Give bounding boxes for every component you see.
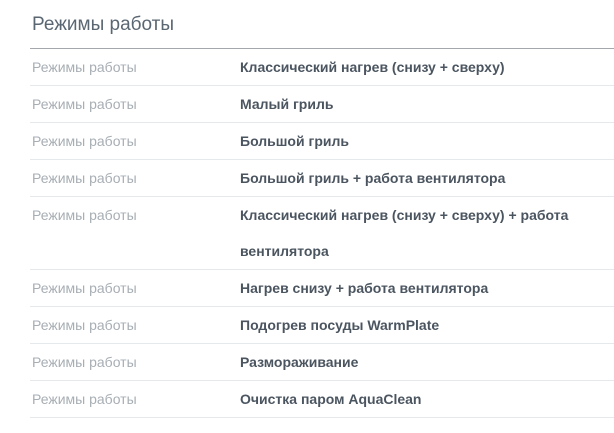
spec-row-label: Режимы работы [32,317,137,333]
spec-row: Режимы работы Большой гриль [30,123,614,160]
spec-row-label: Режимы работы [32,133,137,149]
specs-section-header: Режимы работы [30,0,614,49]
section-title: Режимы работы [32,14,175,35]
spec-row: Режимы работы Подогрев посуды WarmPlate [30,307,614,344]
spec-row-value: Классический нагрев (снизу + сверху) [240,59,505,75]
spec-row-label: Режимы работы [32,354,137,370]
spec-row-label: Режимы работы [32,280,137,296]
spec-row-value: Подогрев посуды WarmPlate [240,317,440,333]
specs-section: Режимы работы Режимы работы Классический… [30,0,614,418]
spec-row-value: Большой гриль + работа вентилятора [240,170,506,186]
spec-row: Режимы работы Большой гриль + работа вен… [30,160,614,197]
spec-row-label: Режимы работы [32,391,137,407]
specs-table: Режимы работы Классический нагрев (снизу… [30,49,614,418]
spec-row-label: Режимы работы [32,96,137,112]
spec-row: Режимы работы Классический нагрев (снизу… [30,49,614,86]
spec-row-label: Режимы работы [32,170,137,186]
spec-row: Режимы работы Размораживание [30,344,614,381]
spec-row-value: Нагрев снизу + работа вентилятора [240,280,489,296]
spec-row: Режимы работы Малый гриль [30,86,614,123]
spec-row-value: Малый гриль [240,96,334,112]
spec-row-label: Режимы работы [32,207,137,223]
spec-row-value: Классический нагрев (снизу + сверху) + р… [240,207,569,259]
spec-row-label: Режимы работы [32,59,137,75]
spec-row-value: Очистка паром AquaClean [240,391,422,407]
spec-row: Режимы работы Нагрев снизу + работа вент… [30,270,614,307]
spec-row: Режимы работы Классический нагрев (снизу… [30,197,614,270]
spec-row: Режимы работы Очистка паром AquaClean [30,381,614,418]
spec-row-value: Большой гриль [240,133,349,149]
spec-row-value: Размораживание [240,354,359,370]
